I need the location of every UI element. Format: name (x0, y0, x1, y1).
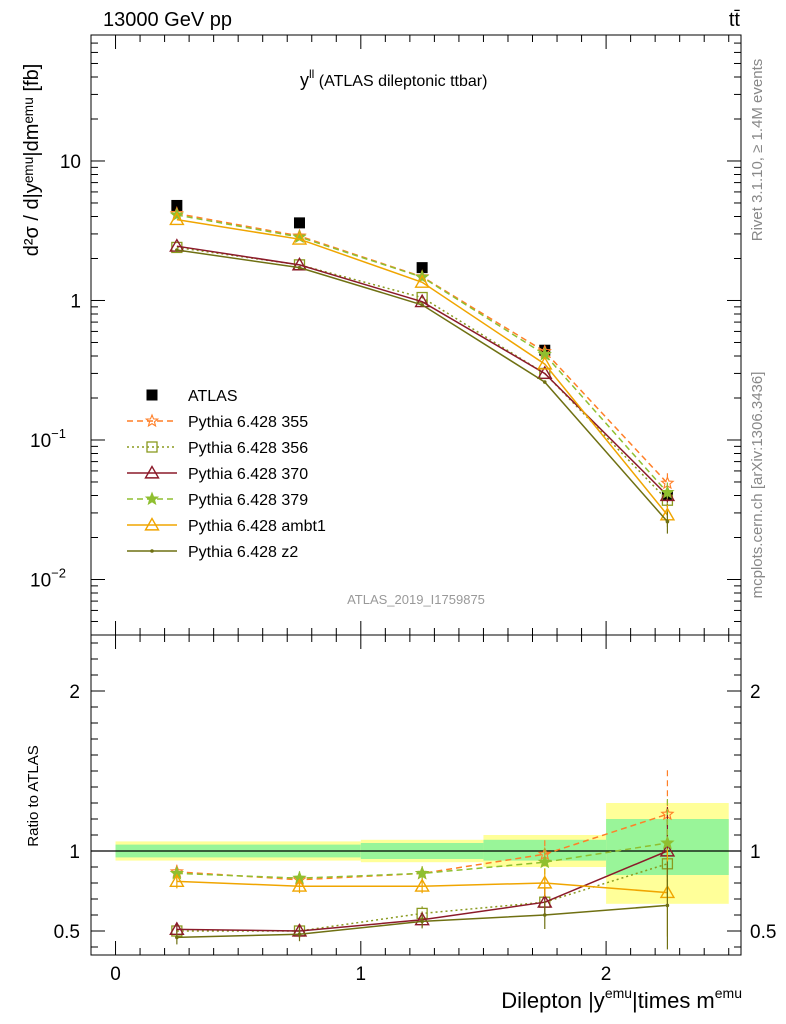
main-series-point (537, 365, 553, 380)
main-y-tick-label: 1 (70, 291, 81, 312)
x-tick-label: 2 (601, 964, 612, 985)
ratio-series-point (414, 878, 430, 892)
header-left: 13000 GeV pp (103, 9, 232, 31)
ratio-series-point (537, 875, 553, 889)
main-series-point (291, 256, 308, 271)
main-series-point (171, 199, 183, 211)
legend-marker (144, 465, 160, 479)
legend-marker (144, 517, 160, 531)
header-right: tt̄ (729, 9, 741, 31)
main-series-point (169, 211, 185, 226)
main-series-line (176, 246, 668, 501)
main-series-point (414, 274, 430, 288)
ratio-series-point (665, 903, 670, 908)
legend: ATLAS Pythia 6.428 355 Pythia 6.428 356 Pyt… (127, 388, 326, 561)
ratio-y-tick-label-right: 2 (750, 682, 761, 703)
main-series-line (176, 245, 668, 497)
plot-title-sup: ll (309, 67, 314, 81)
main-series-point (542, 380, 547, 384)
ratio-series-point (414, 865, 430, 880)
main-panel: 10 1 10−1 10−2 (30, 34, 742, 636)
main-y-tick-label-exponent: −1 (51, 426, 66, 441)
ratio-y-tick-label-right: 1 (750, 842, 761, 863)
legend-label: Pythia 6.428 379 (188, 492, 308, 509)
plot-title: yll (ATLAS dileptonic ttbar) (300, 67, 487, 90)
x-tick-label: 0 (110, 964, 121, 985)
main-series-point (175, 248, 179, 252)
ratio-series-point (537, 854, 552, 869)
main-y-tick-label: 10−2 (30, 565, 66, 591)
legend-label: Pythia 6.428 370 (188, 466, 308, 483)
main-y-tick-label-exponent: −2 (51, 565, 66, 580)
main-series-point (537, 356, 553, 370)
ratio-y-tick-label-left: 1 (69, 842, 80, 863)
main-y-tick-label: 10−1 (30, 426, 66, 452)
main-series-line (176, 218, 668, 516)
plot-title-rest: (ATLAS dileptonic ttbar) (314, 73, 487, 90)
ratio-series-point (420, 919, 424, 924)
legend-marker (150, 549, 154, 553)
legend-label: Pythia 6.428 z2 (188, 544, 298, 561)
legend-label: Pythia 6.428 ambt1 (188, 518, 326, 535)
ratio-plot-frame (90, 634, 742, 956)
main-y-axis-label: d²σ / d|yᵉᵐᵘ|dmᵉᵐᵘ [fb] (21, 64, 43, 257)
plot-title-main: y (300, 70, 309, 90)
legend-marker (146, 441, 158, 453)
legend-marker (144, 413, 160, 428)
ratio-series-point (660, 835, 675, 850)
side-text-rivet: Rivet 3.1.10, ≥ 1.4M events (749, 59, 766, 242)
analysis-tag: ATLAS_2019_I1759875 (347, 592, 485, 607)
legend-label: ATLAS (188, 388, 238, 405)
ratio-series-point (542, 913, 547, 917)
side-text-mcplots: mcplots.cern.ch [arXiv:1306.3436] (749, 372, 766, 599)
main-series-point (416, 262, 428, 274)
main-series-point (660, 485, 675, 499)
x-axis-label: Dilepton |yemu|times memu (501, 985, 742, 1013)
ratio-series-point (175, 935, 179, 940)
legend-label: Pythia 6.428 355 (188, 414, 308, 431)
legend-marker (144, 491, 160, 506)
ratio-series-point (297, 932, 302, 936)
main-series-point (293, 217, 305, 229)
main-y-tick-label: 10 (60, 152, 81, 173)
main-series-point (291, 231, 308, 245)
ratio-series-point (291, 878, 308, 892)
main-series-point (665, 519, 670, 524)
ratio-y-tick-label-left: 0.5 (54, 922, 80, 943)
ratio-y-tick-label-left: 2 (69, 682, 80, 703)
x-tick-label: 1 (356, 964, 367, 985)
ratio-series-point (169, 873, 185, 887)
ratio-y-axis-label: Ratio to ATLAS (25, 745, 42, 846)
legend-label: Pythia 6.428 356 (188, 440, 308, 457)
main-series-point (297, 265, 302, 270)
legend-marker (146, 389, 158, 401)
ratio-y-tick-label-right: 0.5 (750, 922, 776, 943)
ratio-panel: 0.5 0.5 1 1 2 2 0 1 2 (54, 634, 776, 985)
main-series-point (420, 303, 424, 307)
